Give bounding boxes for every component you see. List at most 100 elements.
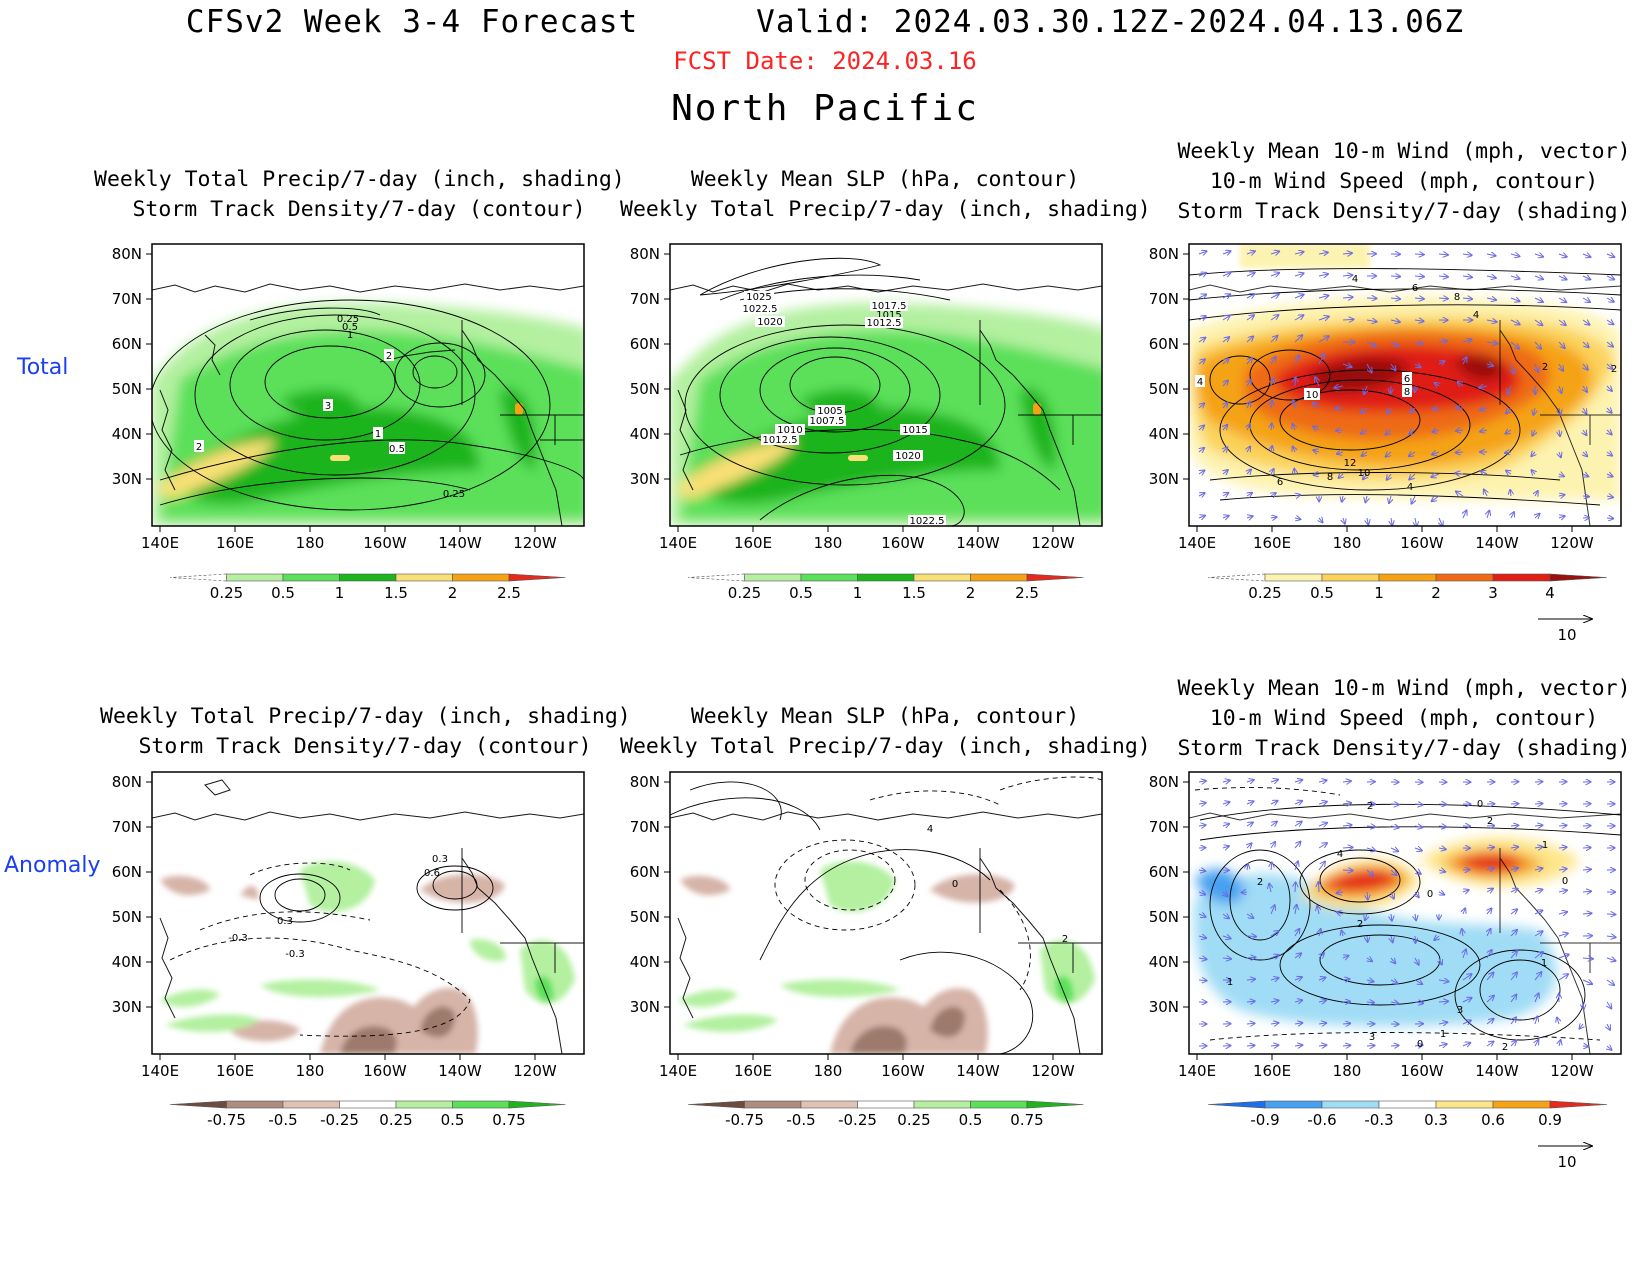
- wind-vector: [1558, 955, 1569, 959]
- colorbar-swatch: [1549, 1100, 1608, 1109]
- wind-vector: [1386, 430, 1392, 435]
- wind-vector: [1462, 890, 1469, 892]
- lon-label: 120W: [1550, 1062, 1594, 1080]
- wind-vector: [1606, 979, 1614, 985]
- wind-vector: [1558, 890, 1567, 892]
- colorbar-swatch: [1492, 1100, 1551, 1109]
- wind-vector: [1582, 869, 1591, 870]
- wind-vector: [1270, 955, 1279, 958]
- wind-vector: [1391, 958, 1395, 963]
- wind-vector: [1431, 474, 1440, 477]
- wind-vector: [1390, 298, 1400, 299]
- wind-vector: [1198, 958, 1207, 959]
- lat-label: 60N: [630, 863, 660, 881]
- wind-vector: [1558, 974, 1568, 981]
- contour-label: 1012.5: [763, 435, 798, 446]
- wind-vector: [1364, 385, 1367, 394]
- wind-vector: [1391, 517, 1392, 525]
- lat-label: 60N: [1149, 335, 1179, 353]
- wind-vector: [1270, 1023, 1278, 1024]
- lat-label: 80N: [1149, 773, 1179, 791]
- wind-vector: [1198, 781, 1206, 782]
- colorbar-swatch: [508, 1100, 566, 1109]
- wind-vector: [1246, 273, 1255, 276]
- wind-vector: [1463, 510, 1467, 519]
- wind-vector: [1511, 512, 1514, 519]
- contour-label: 2: [1257, 877, 1263, 888]
- contour-label: 6: [1412, 283, 1418, 294]
- wind-vector: [1607, 1001, 1611, 1008]
- wind-vector: [1342, 253, 1352, 254]
- wind-vector: [1342, 364, 1352, 367]
- contour-label: 0.3: [432, 854, 448, 865]
- wind-vector: [1336, 430, 1344, 431]
- colorbar-swatch: [857, 1100, 915, 1109]
- lon-label: 160E: [1253, 534, 1291, 552]
- colorbar-label: -0.3: [1364, 1111, 1393, 1129]
- title-line: 10-m Wind Speed (mph, contour): [1209, 706, 1599, 731]
- wind-vector: [1334, 386, 1344, 388]
- wind-vector: [1583, 363, 1588, 370]
- wind-vector: [1486, 889, 1493, 892]
- colorbar-swatch: [226, 1100, 284, 1109]
- wind-vector: [1438, 1001, 1448, 1002]
- wind-vector: [1313, 403, 1320, 409]
- wind-vector: [1607, 452, 1612, 456]
- wind-vector: [1486, 276, 1496, 278]
- lat-label: 50N: [112, 380, 142, 398]
- wind-vector: [1198, 870, 1205, 871]
- wind-vector: [1223, 403, 1228, 409]
- wind-vector: [1222, 936, 1231, 939]
- wind-vector: [1295, 861, 1298, 871]
- colorbar-swatch: [282, 573, 340, 582]
- contour-label: 8: [1327, 472, 1333, 483]
- wind-vector: [1318, 862, 1325, 871]
- wind-vector: [1294, 801, 1302, 804]
- wind-vector: [1506, 471, 1511, 474]
- colorbar-label: -0.5: [786, 1111, 815, 1129]
- wind-vector: [1222, 273, 1231, 276]
- wind-vector: [1246, 936, 1256, 937]
- lon-label: 180: [296, 534, 325, 552]
- lat-label: 30N: [630, 470, 660, 488]
- lon-label: 180: [296, 1062, 325, 1080]
- wind-vector: [1582, 496, 1589, 497]
- wind-vector: [1270, 336, 1277, 343]
- contour-label: 3: [1457, 1005, 1463, 1016]
- wind-vector: [1365, 913, 1367, 920]
- contour-label: -0.3: [285, 949, 305, 960]
- contour-label: 2: [1357, 919, 1363, 930]
- wind-vector: [1486, 1042, 1494, 1047]
- colorbar-swatch: [452, 573, 510, 582]
- wind-vector: [1486, 298, 1496, 300]
- wind-vector: [1295, 905, 1297, 915]
- wind-vector: [1435, 383, 1439, 386]
- wind-vector: [1412, 495, 1416, 504]
- wind-vector: [1510, 889, 1518, 892]
- wind-vector: [1366, 980, 1374, 982]
- wind-vector: [1343, 517, 1345, 524]
- contour-label: 1: [347, 330, 353, 341]
- wind-vector: [1246, 979, 1255, 980]
- region-title: North Pacific: [671, 88, 979, 129]
- wind-vector: [1294, 252, 1304, 254]
- wind-vector: [1270, 801, 1278, 804]
- wind-vector: [1390, 1002, 1398, 1004]
- title-line: Weekly Total Precip/7-day (inch, shading…: [620, 197, 1151, 222]
- wind-vector: [1606, 298, 1614, 302]
- wind-vector: [1414, 276, 1424, 277]
- contour-label: 2: [1062, 934, 1068, 945]
- title-line: Weekly Total Precip/7-day (inch, shading…: [94, 167, 625, 192]
- colorbar-label: 0.25: [210, 584, 243, 602]
- wind-vector: [1534, 910, 1542, 914]
- wind-vector: [1439, 517, 1443, 526]
- lat-label: 30N: [112, 470, 142, 488]
- wind-vector: [1295, 929, 1299, 937]
- contour-label: 1: [1440, 1029, 1446, 1040]
- wind-vector: [1456, 430, 1464, 431]
- wind-vector: [1271, 905, 1275, 915]
- wind-vector: [1390, 826, 1399, 828]
- wind-vector: [1606, 914, 1615, 915]
- wind-vector: [1271, 842, 1275, 849]
- wind-vector: [1414, 826, 1422, 828]
